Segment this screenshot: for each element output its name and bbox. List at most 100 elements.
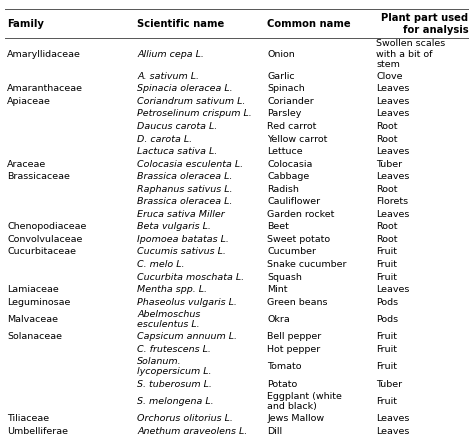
Text: Yellow carrot: Yellow carrot [267,135,328,144]
Text: Petroselinum crispum L.: Petroselinum crispum L. [137,109,252,118]
Text: Fruit: Fruit [376,345,397,354]
Text: Green beans: Green beans [267,298,328,307]
Text: Leaves: Leaves [376,427,410,434]
Text: Amaranthaceae: Amaranthaceae [7,84,83,93]
Text: Fruit: Fruit [376,332,397,341]
Text: Hot pepper: Hot pepper [267,345,320,354]
Text: Raphanus sativus L.: Raphanus sativus L. [137,185,233,194]
Text: Colocasia esculenta L.: Colocasia esculenta L. [137,160,243,169]
Text: Scientific name: Scientific name [137,19,224,29]
Text: Root: Root [376,185,398,194]
Text: Mint: Mint [267,285,288,294]
Text: Bell pepper: Bell pepper [267,332,321,341]
Text: Eggplant (white
and black): Eggplant (white and black) [267,391,342,411]
Text: Florets: Florets [376,197,409,206]
Text: Solanum.
lycopersicum L.: Solanum. lycopersicum L. [137,357,211,376]
Text: Capsicum annuum L.: Capsicum annuum L. [137,332,237,341]
Text: Cucumis sativus L.: Cucumis sativus L. [137,247,226,256]
Text: Coriandrum sativum L.: Coriandrum sativum L. [137,97,246,106]
Text: Leaves: Leaves [376,147,410,156]
Text: Orchorus olitorius L.: Orchorus olitorius L. [137,414,233,423]
Text: Plant part used
for analysis: Plant part used for analysis [381,13,468,35]
Text: Leaves: Leaves [376,109,410,118]
Text: Squash: Squash [267,273,302,282]
Text: Spinacia oleracea L.: Spinacia oleracea L. [137,84,233,93]
Text: Leaves: Leaves [376,210,410,219]
Text: Leaves: Leaves [376,285,410,294]
Text: Root: Root [376,135,398,144]
Text: Root: Root [376,235,398,244]
Text: Tomato: Tomato [267,362,301,371]
Text: Leaves: Leaves [376,414,410,423]
Text: Fruit: Fruit [376,397,397,406]
Text: Leaves: Leaves [376,97,410,106]
Text: Phaseolus vulgaris L.: Phaseolus vulgaris L. [137,298,237,307]
Text: Spinach: Spinach [267,84,305,93]
Text: Coriander: Coriander [267,97,314,106]
Text: Colocasia: Colocasia [267,160,312,169]
Text: Leaves: Leaves [376,172,410,181]
Text: Clove: Clove [376,72,403,81]
Text: Cucurbita moschata L.: Cucurbita moschata L. [137,273,244,282]
Text: A. sativum L.: A. sativum L. [137,72,199,81]
Text: Lamiaceae: Lamiaceae [7,285,59,294]
Text: Apiaceae: Apiaceae [7,97,51,106]
Text: Tuber: Tuber [376,160,402,169]
Text: Jews Mallow: Jews Mallow [267,414,324,423]
Text: Onion: Onion [267,50,295,59]
Text: Amaryllidaceae: Amaryllidaceae [7,50,81,59]
Text: Leaves: Leaves [376,84,410,93]
Text: Root: Root [376,122,398,131]
Text: Red carrot: Red carrot [267,122,317,131]
Text: Brassica oleracea L.: Brassica oleracea L. [137,197,233,206]
Text: S. melongena L.: S. melongena L. [137,397,214,406]
Text: Dill: Dill [267,427,283,434]
Text: Umbelliferae: Umbelliferae [7,427,68,434]
Text: Radish: Radish [267,185,299,194]
Text: Brassica oleracea L.: Brassica oleracea L. [137,172,233,181]
Text: Convolvulaceae: Convolvulaceae [7,235,82,244]
Text: Brassicaceae: Brassicaceae [7,172,70,181]
Text: Lactuca sativa L.: Lactuca sativa L. [137,147,218,156]
Text: Common name: Common name [267,19,351,29]
Text: Mentha spp. L.: Mentha spp. L. [137,285,207,294]
Text: Parsley: Parsley [267,109,301,118]
Text: Tuber: Tuber [376,380,402,388]
Text: Swollen scales
with a bit of
stem: Swollen scales with a bit of stem [376,39,446,69]
Text: Lettuce: Lettuce [267,147,303,156]
Text: Solanaceae: Solanaceae [7,332,62,341]
Text: Garden rocket: Garden rocket [267,210,335,219]
Text: Garlic: Garlic [267,72,295,81]
Text: Cabbage: Cabbage [267,172,310,181]
Text: Malvaceae: Malvaceae [7,315,58,324]
Text: Tiliaceae: Tiliaceae [7,414,49,423]
Text: Anethum graveolens L.: Anethum graveolens L. [137,427,247,434]
Text: Fruit: Fruit [376,247,397,256]
Text: Leguminosae: Leguminosae [7,298,71,307]
Text: Eruca sativa Miller: Eruca sativa Miller [137,210,225,219]
Text: Ipomoea batatas L.: Ipomoea batatas L. [137,235,229,244]
Text: C. melo L.: C. melo L. [137,260,185,269]
Text: Beta vulgaris L.: Beta vulgaris L. [137,222,211,231]
Text: S. tuberosum L.: S. tuberosum L. [137,380,212,388]
Text: Cucumber: Cucumber [267,247,316,256]
Text: Pods: Pods [376,298,399,307]
Text: Abelmoschus
esculentus L.: Abelmoschus esculentus L. [137,310,201,329]
Text: Araceae: Araceae [7,160,46,169]
Text: Allium cepa L.: Allium cepa L. [137,50,204,59]
Text: Potato: Potato [267,380,298,388]
Text: Chenopodiaceae: Chenopodiaceae [7,222,86,231]
Text: Sweet potato: Sweet potato [267,235,330,244]
Text: Cucurbitaceae: Cucurbitaceae [7,247,76,256]
Text: Fruit: Fruit [376,273,397,282]
Text: Root: Root [376,222,398,231]
Text: C. frutescens L.: C. frutescens L. [137,345,211,354]
Text: Fruit: Fruit [376,362,397,371]
Text: Okra: Okra [267,315,290,324]
Text: D. carota L.: D. carota L. [137,135,192,144]
Text: Daucus carota L.: Daucus carota L. [137,122,218,131]
Text: Family: Family [7,19,44,29]
Text: Fruit: Fruit [376,260,397,269]
Text: Snake cucumber: Snake cucumber [267,260,346,269]
Text: Cauliflower: Cauliflower [267,197,320,206]
